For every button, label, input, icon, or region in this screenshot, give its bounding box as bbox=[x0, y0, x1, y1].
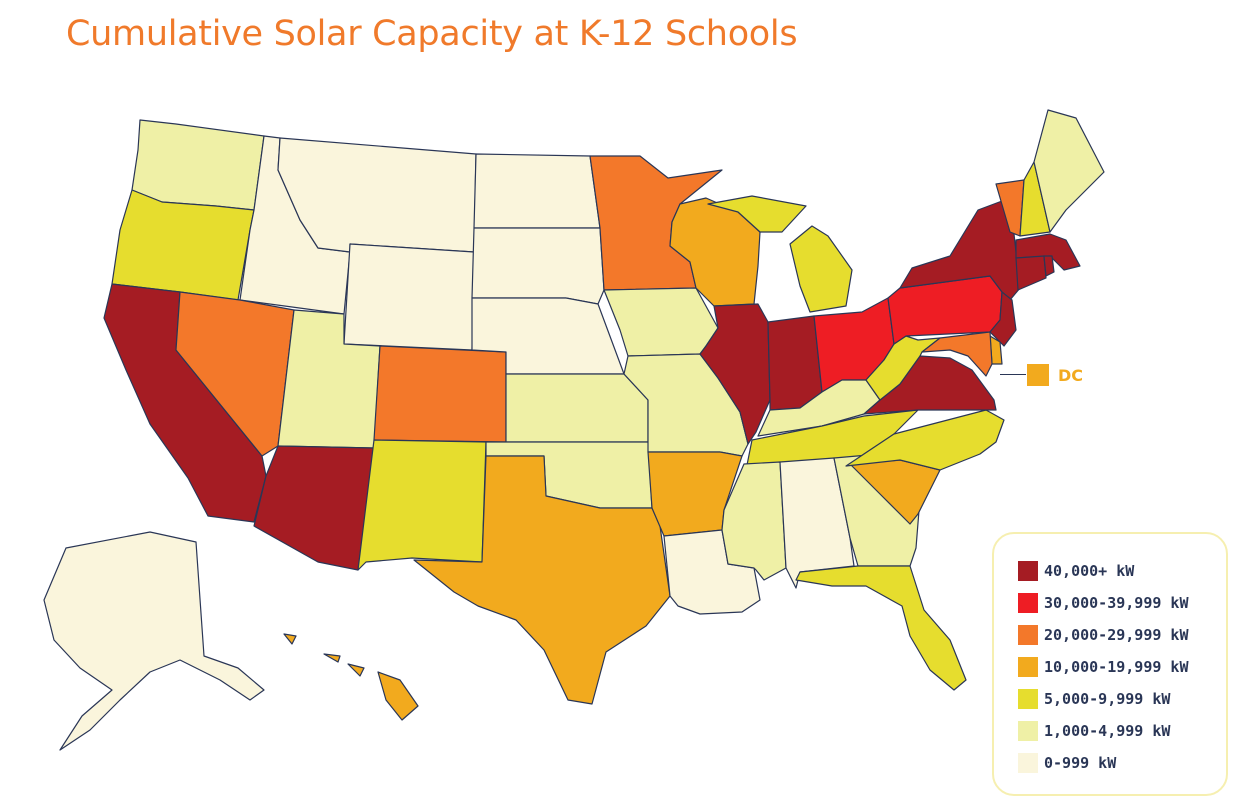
legend-item: 1,000-4,999 kW bbox=[1018, 720, 1170, 742]
legend-swatch bbox=[1018, 561, 1038, 581]
state-alaska[interactable] bbox=[43, 531, 265, 751]
dc-leader-line bbox=[1000, 374, 1026, 375]
dc-swatch[interactable] bbox=[1027, 364, 1049, 386]
dc-label: DC bbox=[1058, 366, 1084, 385]
legend-label: 1,000-4,999 kW bbox=[1044, 722, 1171, 740]
state-new-mexico[interactable] bbox=[357, 439, 487, 571]
state-maine[interactable] bbox=[1033, 109, 1105, 233]
state-texas[interactable] bbox=[413, 455, 671, 705]
state-arizona[interactable] bbox=[253, 445, 375, 571]
legend-label: 5,000-9,999 kW bbox=[1044, 690, 1171, 708]
state-south-dakota[interactable] bbox=[471, 227, 605, 305]
state-rhode-island[interactable] bbox=[1043, 255, 1055, 277]
legend-item: 5,000-9,999 kW bbox=[1018, 688, 1170, 710]
state-illinois[interactable] bbox=[699, 303, 771, 445]
state-florida[interactable] bbox=[795, 565, 967, 691]
state-wyoming[interactable] bbox=[343, 243, 475, 351]
legend-swatch bbox=[1018, 657, 1038, 677]
legend-swatch bbox=[1018, 689, 1038, 709]
state-michigan[interactable] bbox=[707, 195, 853, 313]
state-oregon[interactable] bbox=[111, 189, 255, 301]
state-new-jersey[interactable] bbox=[989, 291, 1017, 347]
state-maryland[interactable] bbox=[921, 331, 993, 377]
legend-label: 0-999 kW bbox=[1044, 754, 1117, 772]
state-connecticut[interactable] bbox=[1015, 255, 1047, 291]
legend-swatch bbox=[1018, 593, 1038, 613]
legend-swatch bbox=[1018, 625, 1038, 645]
state-colorado[interactable] bbox=[373, 345, 507, 443]
legend-label: 40,000+ kW bbox=[1044, 562, 1135, 580]
state-indiana[interactable] bbox=[767, 315, 823, 411]
legend-swatch bbox=[1018, 753, 1038, 773]
legend-item: 30,000-39,999 kW bbox=[1018, 592, 1189, 614]
legend-swatch bbox=[1018, 721, 1038, 741]
state-hawaii[interactable] bbox=[283, 633, 419, 721]
legend-label: 30,000-39,999 kW bbox=[1044, 594, 1189, 612]
legend-label: 10,000-19,999 kW bbox=[1044, 658, 1189, 676]
state-north-carolina[interactable] bbox=[845, 409, 1005, 471]
map-title: Cumulative Solar Capacity at K-12 School… bbox=[66, 14, 798, 54]
state-north-dakota[interactable] bbox=[473, 153, 601, 229]
legend-item: 40,000+ kW bbox=[1018, 560, 1134, 582]
legend-item: 0-999 kW bbox=[1018, 752, 1116, 774]
legend-label: 20,000-29,999 kW bbox=[1044, 626, 1189, 644]
state-iowa[interactable] bbox=[603, 287, 719, 357]
state-kansas[interactable] bbox=[505, 373, 649, 443]
legend: 40,000+ kW 30,000-39,999 kW 20,000-29,99… bbox=[992, 532, 1228, 796]
state-washington[interactable] bbox=[131, 119, 265, 211]
legend-item: 10,000-19,999 kW bbox=[1018, 656, 1189, 678]
legend-item: 20,000-29,999 kW bbox=[1018, 624, 1189, 646]
